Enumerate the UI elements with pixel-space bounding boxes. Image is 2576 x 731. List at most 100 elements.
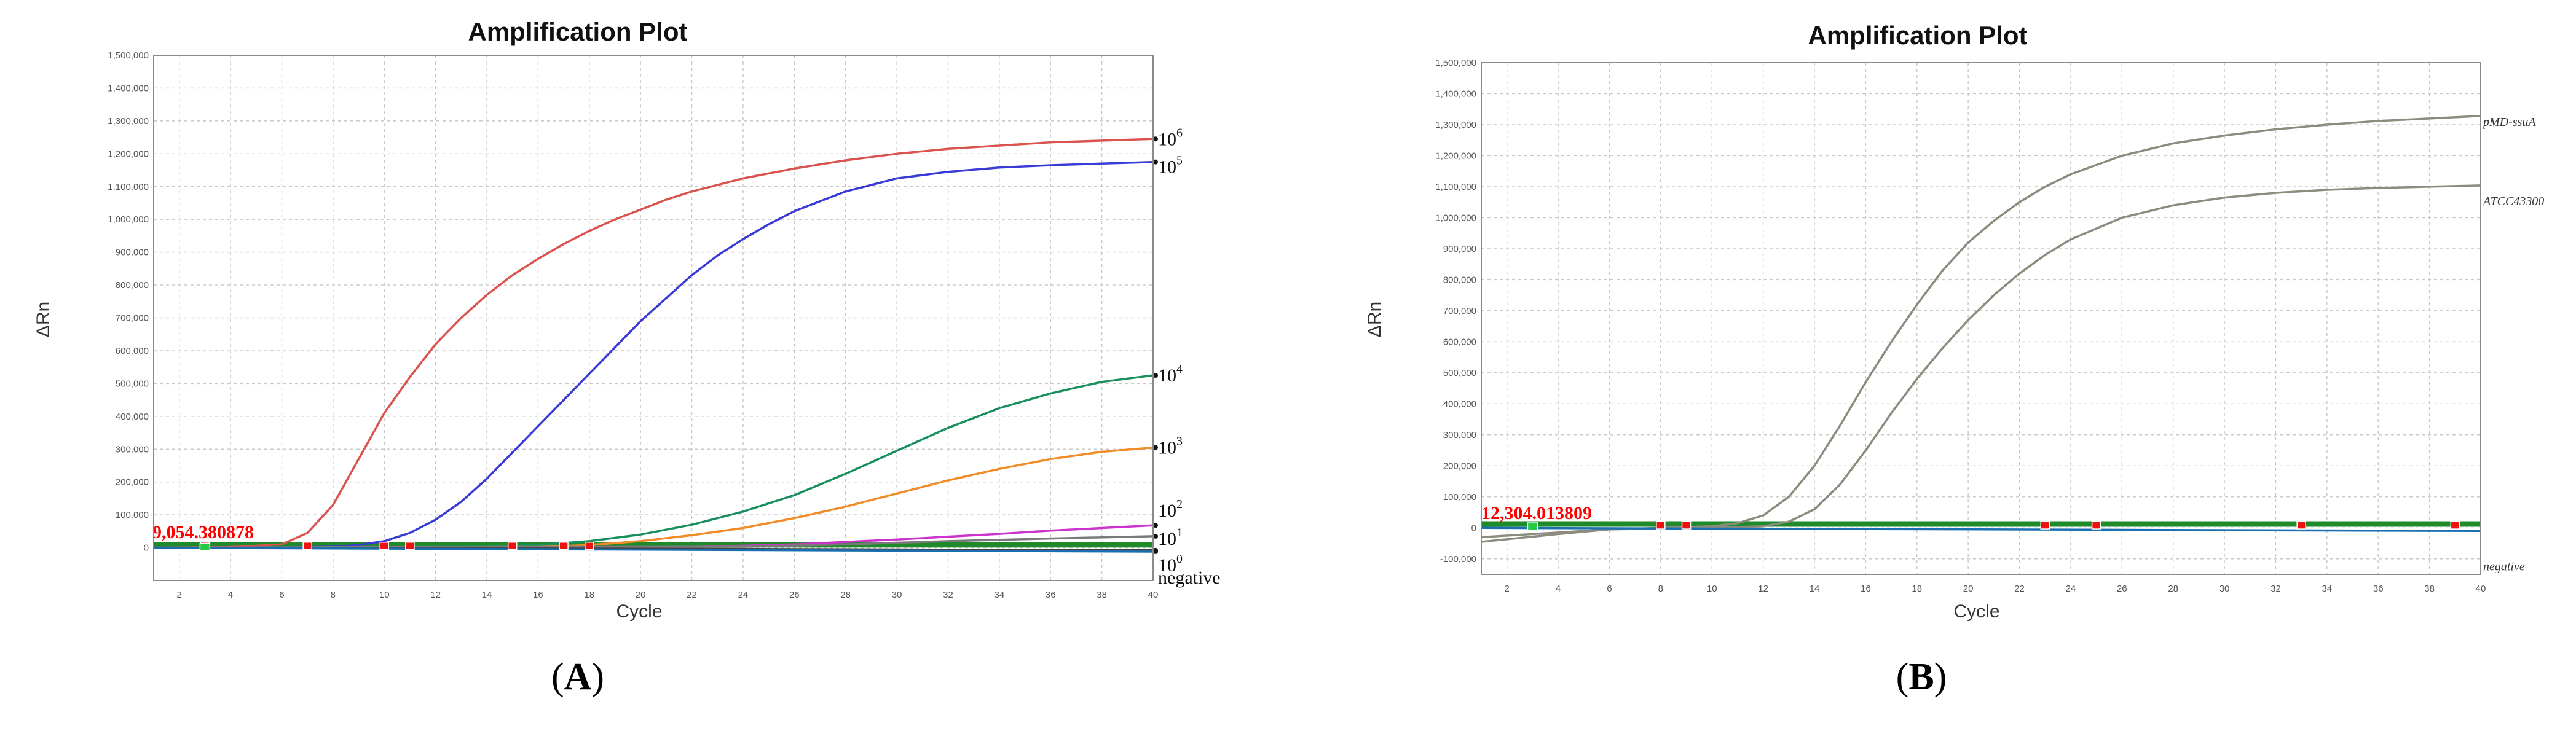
- chart-a-ct-markers: [199, 541, 594, 552]
- chart-a-x-tick-label: 10: [379, 590, 390, 600]
- chart-a-y-tick-label: 1,300,000: [108, 116, 149, 127]
- chart-b-x-tick-label: 38: [2424, 584, 2435, 594]
- chart-b-y-tick-label: 700,000: [1443, 306, 1476, 316]
- chart-a-y-tick-label: 900,000: [116, 248, 149, 258]
- chart-a-series-line: [153, 546, 1154, 553]
- chart-a-series-label: 103: [1158, 435, 1183, 458]
- chart-b-y-tick-labels: -100,000 0 100,000 200,000 300,000 400,000 500…: [1435, 58, 1476, 565]
- chart-a-grid: [154, 55, 1154, 580]
- chart-a-y-tick-label: 1,000,000: [108, 214, 149, 225]
- chart-b-plot-frame: [1481, 62, 2481, 575]
- chart-a-series-end-dot: [1153, 549, 1158, 554]
- chart-a: Amplification Plot 106105104103102101100…: [33, 17, 1221, 698]
- chart-a-x-tick-label: 40: [1148, 590, 1159, 600]
- chart-a-series-label: 105: [1158, 154, 1183, 178]
- chart-b-y-tick-label: 1,100,000: [1435, 182, 1476, 192]
- panel-label-b-open: (: [1896, 656, 1909, 698]
- chart-a-x-tick-labels: 2 4 6 8 10 12 14 16 18 20 22 24 26 28 30 32 34 36 38 40: [177, 590, 1159, 600]
- chart-b-baseline-marker: [1527, 522, 1538, 531]
- chart-a-x-tick-label: 38: [1097, 590, 1107, 600]
- chart-b-x-axis-label: Cycle: [1953, 601, 1999, 622]
- chart-a-x-tick-label: 36: [1046, 590, 1056, 600]
- chart-a-y-tick-label: 0: [144, 543, 149, 553]
- chart-b-x-tick-label: 22: [2014, 584, 2025, 594]
- chart-b-y-tick-label: 300,000: [1443, 430, 1476, 440]
- chart-b-y-axis-label: ΔRn: [1365, 302, 1385, 337]
- chart-b-y-tick-label: 1,400,000: [1435, 88, 1476, 99]
- chart-a-y-tick-label: 400,000: [116, 412, 149, 422]
- chart-a-x-axis-label: Cycle: [616, 601, 662, 622]
- chart-a-series-end-dot: [1153, 523, 1158, 528]
- chart-a-ct-marker: [405, 541, 415, 550]
- chart-a-x-tick-label: 14: [482, 590, 492, 600]
- chart-b-x-tick-label: 26: [2117, 584, 2127, 594]
- chart-a-y-tick-label: 100,000: [116, 510, 149, 520]
- chart-a-series-line: [153, 138, 1154, 549]
- chart-b-ct-markers: [1527, 521, 2460, 531]
- chart-a-ct-marker: [559, 541, 569, 550]
- chart-b-y-tick-label: 800,000: [1443, 275, 1476, 285]
- chart-b-y-tick-label: 100,000: [1443, 492, 1476, 502]
- chart-b-y-tick-label: 400,000: [1443, 399, 1476, 409]
- chart-a-ct-marker: [507, 541, 518, 550]
- chart-b-x-tick-label: 34: [2322, 584, 2333, 594]
- chart-b-x-tick-label: 24: [2066, 584, 2076, 594]
- chart-b-x-tick-label: 16: [1861, 584, 1871, 594]
- chart-b-y-tick-label: 1,500,000: [1435, 58, 1476, 68]
- chart-a-series-label-exponent: 0: [1176, 552, 1183, 566]
- chart-b-x-tick-label: 8: [1658, 584, 1663, 594]
- chart-a-x-tick-label: 30: [892, 590, 902, 600]
- chart-b-ct-marker: [2091, 521, 2101, 530]
- chart-b-x-tick-label: 4: [1556, 584, 1561, 594]
- chart-b-x-tick-label: 18: [1912, 584, 1922, 594]
- chart-b-series-line: [1481, 184, 2481, 539]
- chart-a-series-label-exponent: 1: [1176, 526, 1183, 539]
- chart-a-x-tick-label: 28: [840, 590, 851, 600]
- chart-b-ct-marker: [2040, 521, 2050, 530]
- chart-a-series-end-dot: [1153, 136, 1158, 142]
- chart-b-x-tick-label: 40: [2476, 584, 2486, 594]
- chart-b-y-tick-label: 600,000: [1443, 337, 1476, 347]
- chart-b-y-tick-label: 1,300,000: [1435, 120, 1476, 130]
- chart-b-y-tick-label: 1,200,000: [1435, 150, 1476, 161]
- chart-b-x-tick-label: 28: [2168, 584, 2178, 594]
- chart-b-series-line: [1481, 115, 2481, 543]
- chart-b-series-labels: pMD-ssuA ATCC43300 negative: [2482, 115, 2544, 573]
- chart-b-y-tick-label: 200,000: [1443, 461, 1476, 471]
- chart-a-ct-marker: [302, 541, 312, 550]
- chart-a-y-tick-label: 500,000: [116, 378, 149, 389]
- chart-a-series-label-exponent: 3: [1176, 435, 1183, 448]
- chart-a-series-label-exponent: 6: [1176, 126, 1183, 139]
- chart-a-series: [153, 138, 1154, 553]
- chart-b-y-tick-label: 900,000: [1443, 244, 1476, 254]
- chart-b-series-label: pMD-ssuA: [2482, 115, 2536, 129]
- chart-a-series-label-exponent: 5: [1176, 154, 1183, 168]
- chart-a-series-end-dot: [1153, 373, 1158, 378]
- chart-b-x-tick-label: 32: [2271, 584, 2281, 594]
- chart-a-series-line: [153, 535, 1154, 549]
- chart-a-x-tick-label: 16: [533, 590, 543, 600]
- chart-a-x-tick-label: 34: [995, 590, 1005, 600]
- chart-a-x-tick-label: 6: [279, 590, 284, 600]
- chart-a-y-axis-label: ΔRn: [33, 302, 53, 337]
- panel-label-b-letter: B: [1908, 656, 1934, 698]
- chart-a-y-tick-label: 800,000: [116, 280, 149, 291]
- chart-a-x-tick-label: 20: [636, 590, 646, 600]
- chart-a-y-tick-label: 200,000: [116, 477, 149, 488]
- chart-a-x-tick-label: 4: [228, 590, 233, 600]
- chart-a-x-tick-label: 32: [943, 590, 953, 600]
- chart-a-x-tick-label: 26: [789, 590, 800, 600]
- chart-a-x-tick-label: 18: [584, 590, 594, 600]
- chart-a-baseline-marker: [199, 542, 211, 552]
- chart-a-series-label: negative: [1158, 568, 1221, 588]
- chart-b-series-label: ATCC43300: [2482, 195, 2544, 208]
- chart-a-series-end-dot: [1153, 445, 1158, 450]
- chart-a-series-label: 102: [1158, 498, 1183, 521]
- chart-b-y-tick-label: 1,000,000: [1435, 213, 1476, 223]
- chart-a-ct-marker: [379, 541, 389, 550]
- chart-b-threshold-label: 12,304.013809: [1481, 503, 1592, 523]
- panel-label-b: (B): [1896, 656, 1947, 698]
- chart-b-x-tick-label: 10: [1707, 584, 1717, 594]
